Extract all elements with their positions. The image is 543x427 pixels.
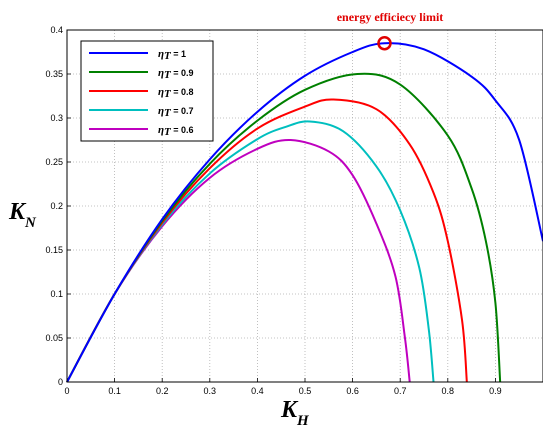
annotation: energy efficiecy limit [337, 10, 444, 51]
x-tick-label: 0 [64, 386, 69, 396]
grid [67, 30, 543, 382]
x-tick-label: 0.7 [394, 386, 407, 396]
y-tick-label: 0.2 [50, 201, 63, 211]
x-tick-label: 0.5 [299, 386, 312, 396]
y-tick-label: 0.1 [50, 289, 63, 299]
x-tick-label: 0.2 [156, 386, 169, 396]
legend-label: ηT = 0.9 [158, 67, 194, 81]
x-tick-label: 0.8 [442, 386, 455, 396]
legend-label: ηT = 0.8 [158, 86, 194, 100]
x-axis-label: KH [280, 397, 310, 427]
legend-items: ηT = 1 ηT = 0.9 ηT = 0.8 ηT = 0.7 ηT = 0.6 [89, 48, 194, 138]
x-tick-label: 0.1 [108, 386, 121, 396]
y-tick-label: 0.05 [45, 333, 63, 343]
x-tick-label: 0.6 [346, 386, 359, 396]
y-tick-label: 0.15 [45, 245, 63, 255]
y-tick-label: 0.25 [45, 157, 63, 167]
annotation-marker [377, 35, 392, 51]
legend-label: ηT = 1 [158, 48, 186, 62]
x-tick-label: 0.9 [489, 386, 502, 396]
series-lines [66, 42, 543, 383]
x-tick-label: 0.4 [251, 386, 264, 396]
y-axis-label: KN [8, 199, 37, 231]
legend-label: ηT = 0.6 [158, 124, 194, 138]
y-axis-label-subscript: N [24, 215, 37, 231]
annotation-label: energy efficiecy limit [337, 10, 444, 24]
y-tick-label: 0 [58, 377, 63, 387]
legend-label: ηT = 0.7 [158, 105, 194, 119]
y-tick-label: 0.3 [50, 113, 63, 123]
ticks: 0 0.1 0.2 0.3 0.4 0.5 0.6 0.7 0.8 0.9 0 0.05 0.1 0.15… [45, 25, 501, 396]
series-line [66, 42, 543, 383]
legend: ηT = 1 ηT = 0.9 ηT = 0.8 ηT = 0.7 ηT = 0.6 [80, 40, 214, 142]
x-axis-label-subscript: H [296, 413, 310, 427]
x-tick-label: 0.3 [204, 386, 217, 396]
y-tick-label: 0.35 [45, 69, 63, 79]
y-tick-label: 0.4 [50, 25, 63, 35]
